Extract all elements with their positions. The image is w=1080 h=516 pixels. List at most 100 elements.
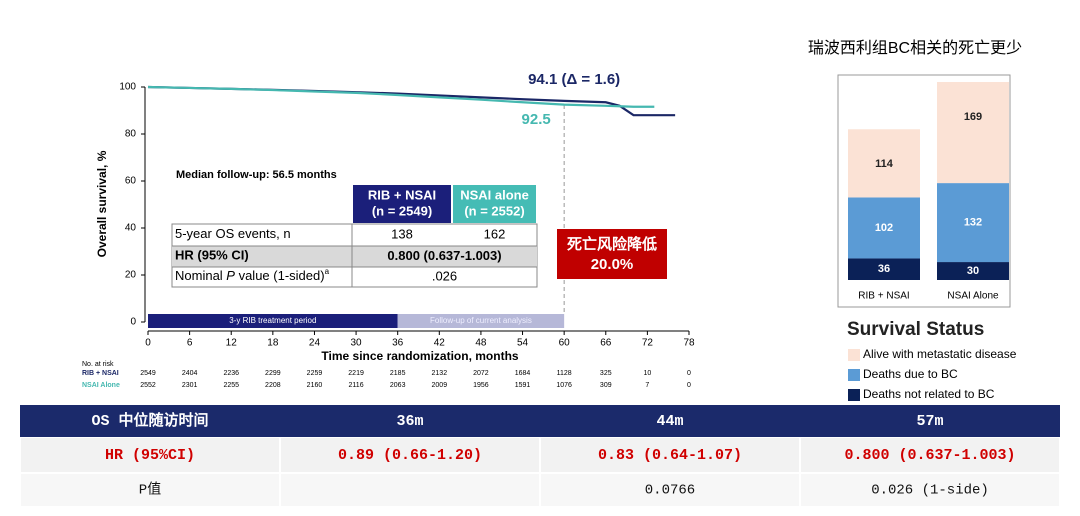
x-tick-label: 30: [351, 338, 363, 349]
risk-count: 2236: [223, 370, 239, 377]
period-bar: [397, 314, 565, 328]
table-cell-bg: [541, 438, 799, 472]
inset-cell: 0.800 (0.637-1.003): [387, 248, 501, 263]
x-tick-label: 78: [683, 338, 695, 349]
legend-label: Deaths not related to BC: [863, 387, 995, 401]
table-cell: 0.89 (0.66-1.20): [338, 447, 482, 464]
label-part: value (1-sided): [235, 268, 325, 283]
label-part: 5-year OS events, n: [175, 226, 291, 241]
table-cell-bg: [281, 438, 539, 472]
table-cell: P值: [139, 482, 161, 499]
inset-header: NSAI alone: [460, 187, 529, 202]
risk-count: 2072: [473, 370, 489, 377]
table-header: 36m: [396, 413, 423, 430]
bar-value: 30: [967, 265, 979, 277]
inset-header: (n = 2549): [372, 203, 432, 218]
x-tick-label: 0: [145, 338, 151, 349]
risk-count: 2208: [265, 382, 281, 389]
inset-row-label: HR (95% CI): [175, 248, 249, 263]
bar-category: NSAI Alone: [947, 291, 999, 302]
table-header: OS 中位随访时间: [91, 411, 208, 430]
x-tick-label: 54: [517, 338, 529, 349]
inset-title: Median follow-up: 56.5 months: [176, 169, 337, 181]
risk-table-title: No. at risk: [82, 361, 114, 368]
survival-curve: [147, 85, 655, 108]
x-tick-label: 36: [392, 338, 404, 349]
x-axis-label: Time since randomization, months: [321, 349, 518, 363]
bar-value: 36: [878, 263, 890, 275]
inset-header: (n = 2552): [464, 203, 524, 218]
bar-value: 102: [875, 222, 893, 234]
risk-count: 2549: [140, 370, 156, 377]
y-tick-label: 0: [130, 317, 136, 328]
bar-segment: [848, 258, 920, 280]
table-cell-bg: [801, 438, 1059, 472]
bar-segment: [848, 197, 920, 259]
curve-annotation: 94.1 (Δ = 1.6): [528, 71, 620, 88]
inset-header-cell: [353, 185, 451, 223]
risk-count: 2301: [182, 382, 198, 389]
bar-value: 114: [875, 158, 894, 170]
bar-category: RIB + NSAI: [858, 291, 909, 302]
x-tick-label: 66: [600, 338, 612, 349]
x-tick-label: 12: [226, 338, 238, 349]
table-cell-bg: [281, 474, 539, 506]
risk-count: 2185: [390, 370, 406, 377]
period-label: 3-y RIB treatment period: [229, 316, 316, 325]
risk-count: 1076: [556, 382, 572, 389]
table-cell: 0.800 (0.637-1.003): [844, 447, 1015, 464]
y-tick-label: 20: [125, 270, 137, 281]
label-part: P: [226, 268, 235, 283]
risk-count: 1684: [515, 370, 531, 377]
bar-title: 瑞波西利组BC相关的死亡更少: [808, 39, 1022, 57]
legend-title: Survival Status: [847, 319, 984, 340]
callout-text: 死亡风险降低: [567, 235, 657, 253]
legend-label: Alive with metastatic disease: [863, 347, 1017, 361]
risk-count: 325: [600, 370, 612, 377]
curve-annotation: 92.5: [522, 111, 551, 128]
callout-text: 20.0%: [591, 256, 634, 273]
table-cell-bg: [541, 474, 799, 506]
legend-swatch: [848, 369, 860, 381]
y-tick-label: 40: [125, 223, 137, 234]
legend-swatch: [848, 389, 860, 401]
x-tick-label: 42: [434, 338, 446, 349]
table-header: 44m: [656, 413, 683, 430]
risk-count: 10: [643, 370, 651, 377]
risk-row-label: NSAI Alone: [82, 382, 120, 389]
bar-segment: [937, 183, 1009, 263]
x-tick-label: 48: [475, 338, 487, 349]
bar-frame: [837, 74, 1011, 308]
risk-count: 2116: [349, 382, 364, 389]
label-part: HR (95% CI): [175, 248, 249, 263]
table-cell-bg: [801, 474, 1059, 506]
inset-cell: .026: [432, 268, 457, 283]
risk-count: 0: [687, 382, 691, 389]
bar-segment: [937, 262, 1009, 280]
y-axis-label: Overall survival, %: [95, 150, 109, 257]
table-cell: 0.026 (1-side): [871, 483, 989, 499]
x-tick-label: 60: [559, 338, 571, 349]
risk-count: 7: [645, 382, 649, 389]
y-tick-label: 80: [125, 129, 137, 140]
risk-count: 2063: [390, 382, 406, 389]
table-cell: 0.0766: [645, 483, 695, 499]
callout-box: [557, 229, 667, 279]
inset-row-shade: [172, 246, 537, 267]
inset-header-cell: [453, 185, 536, 223]
survival-curve: [147, 85, 676, 117]
inset-cell: 138: [391, 226, 413, 241]
risk-count: 2404: [182, 370, 198, 377]
bar-segment: [848, 129, 920, 198]
risk-count: 1956: [473, 382, 489, 389]
table-header-bg: [20, 405, 1060, 437]
x-tick-label: 6: [187, 338, 193, 349]
period-bar: [148, 314, 398, 328]
risk-count: 2009: [432, 382, 448, 389]
inset-row-label: 5-year OS events, n: [175, 226, 291, 241]
table-cell-bg: [21, 438, 279, 472]
inset-header: RIB + NSAI: [368, 187, 436, 202]
y-tick-label: 60: [125, 176, 137, 187]
risk-count: 2132: [432, 370, 448, 377]
